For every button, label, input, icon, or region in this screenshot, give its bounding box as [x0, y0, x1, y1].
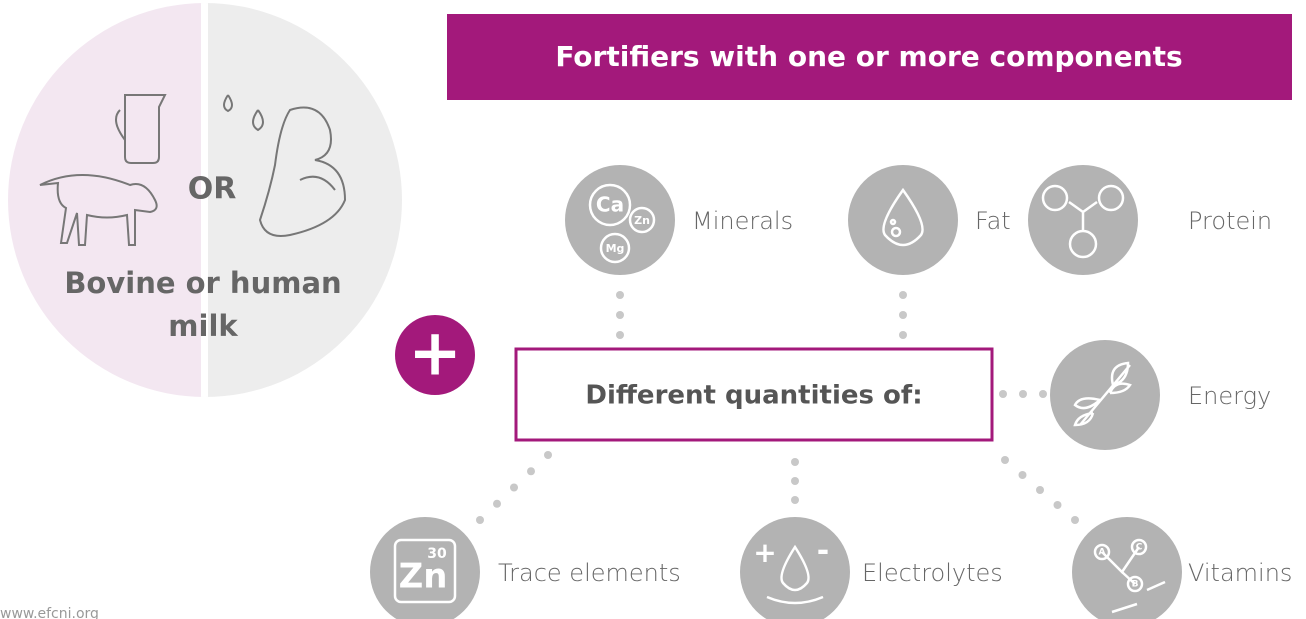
- connector-dot: [1036, 486, 1044, 494]
- icon-text: A: [1099, 548, 1106, 558]
- connector-dot: [1039, 390, 1047, 398]
- node-label: Protein: [1188, 207, 1272, 235]
- node-label: Minerals: [692, 207, 793, 235]
- icon-text: Mg: [606, 242, 625, 255]
- footer: www.efcni.org: [0, 606, 99, 619]
- connector-dot: [544, 451, 552, 459]
- connector-dot: [527, 467, 535, 475]
- connector-dot: [1001, 456, 1009, 464]
- milk-label: Bovine or human: [64, 266, 341, 300]
- connector-dot: [791, 477, 799, 485]
- center-label: Different quantities of:: [585, 381, 922, 411]
- milk-label: milk: [168, 309, 238, 343]
- icon-text: +: [753, 536, 776, 569]
- connector-dot: [1019, 471, 1027, 479]
- icon-text: Zn: [634, 214, 650, 227]
- connector-dot: [791, 496, 799, 504]
- icon-text: B: [1132, 580, 1139, 590]
- connector-dot: [899, 311, 907, 319]
- icon-text: Zn: [399, 557, 448, 597]
- icon-text: -: [817, 534, 829, 569]
- connector-dot: [899, 331, 907, 339]
- connector-dot: [1054, 501, 1062, 509]
- icon-text: C: [1136, 543, 1143, 553]
- connector-dot: [616, 331, 624, 339]
- page: OR Bovine or human milk Fortifiers with …: [0, 0, 1306, 619]
- node-label: Energy: [1188, 382, 1271, 410]
- connector-dot: [476, 516, 484, 524]
- connector-dot: [616, 291, 624, 299]
- connector-dot: [510, 484, 518, 492]
- node-label: Electrolytes: [862, 559, 1003, 587]
- connector-dot: [1071, 516, 1079, 524]
- node-circle: [1072, 517, 1182, 619]
- connector-dot: [493, 500, 501, 508]
- connector-dot: [791, 458, 799, 466]
- infographic: OR Bovine or human milk Fortifiers with …: [0, 0, 1306, 619]
- node-circle: [848, 165, 958, 275]
- connector-dot: [616, 311, 624, 319]
- node-circle: [565, 165, 675, 275]
- icon-text: Ca: [596, 193, 624, 217]
- plus-sign: +: [408, 317, 462, 391]
- connector-dot: [899, 291, 907, 299]
- banner-title: Fortifiers with one or more components: [555, 40, 1182, 73]
- node-label: Vitamins: [1188, 559, 1292, 587]
- connector-dot: [1019, 390, 1027, 398]
- node-label: Fat: [975, 207, 1011, 235]
- or-label: OR: [188, 172, 237, 207]
- connector-dot: [999, 390, 1007, 398]
- node-label: Trace elements: [498, 559, 681, 587]
